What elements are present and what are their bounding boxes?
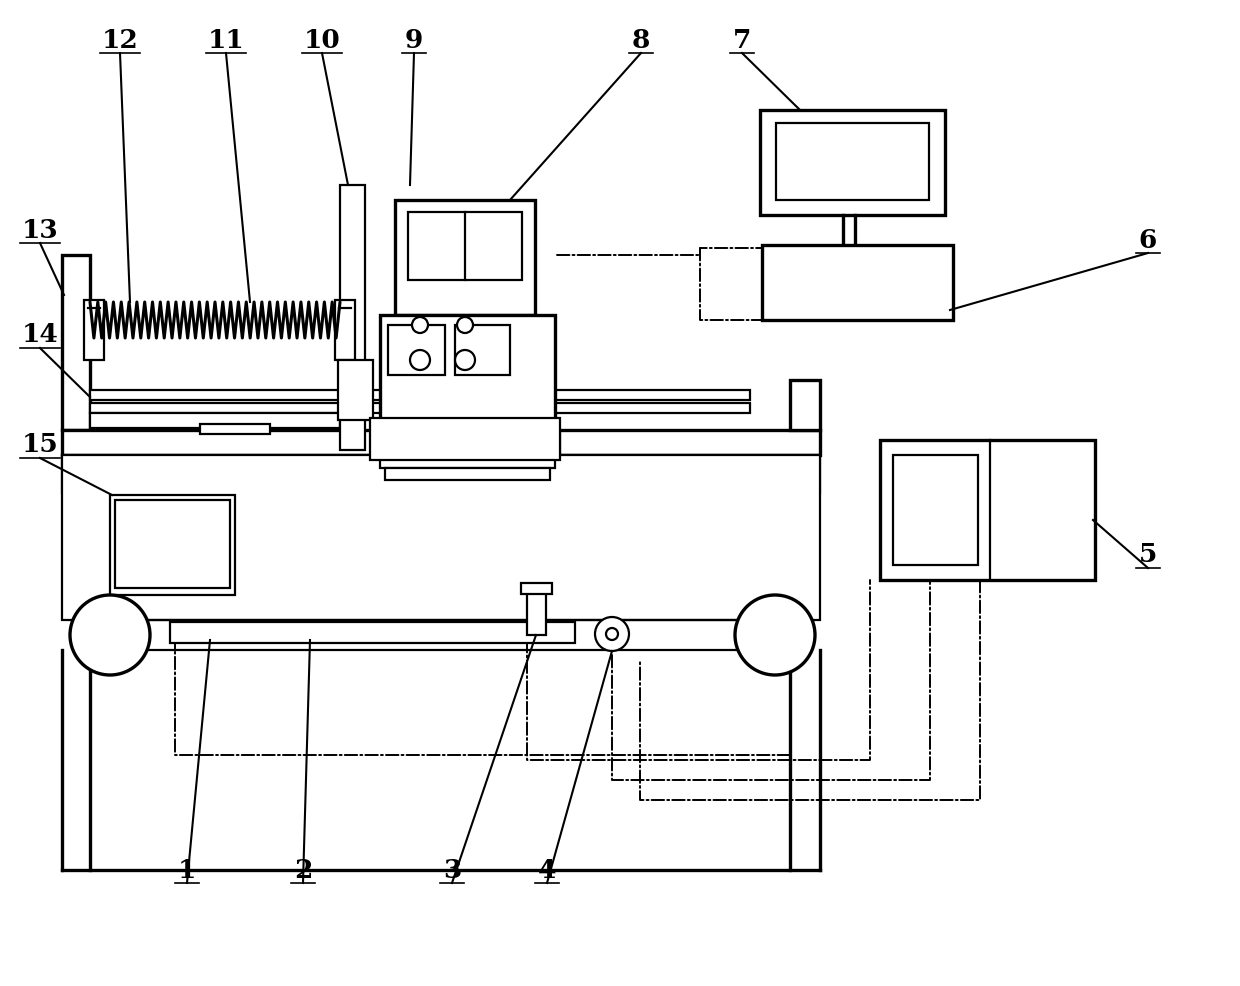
- Bar: [379, 455, 556, 468]
- Bar: [110, 495, 236, 595]
- Bar: [408, 212, 522, 280]
- Bar: [396, 200, 534, 315]
- Bar: [339, 360, 373, 420]
- Bar: [527, 592, 546, 635]
- Text: 11: 11: [207, 28, 244, 52]
- Bar: [340, 185, 365, 450]
- Text: 10: 10: [304, 28, 340, 52]
- Circle shape: [735, 595, 815, 675]
- Circle shape: [410, 350, 430, 370]
- Bar: [790, 380, 820, 430]
- Text: 12: 12: [102, 28, 139, 52]
- Circle shape: [458, 317, 472, 333]
- Circle shape: [606, 628, 618, 640]
- Bar: [62, 475, 820, 493]
- Text: 5: 5: [1138, 542, 1157, 568]
- Text: 9: 9: [405, 28, 423, 52]
- Bar: [62, 255, 91, 430]
- Bar: [170, 622, 575, 643]
- Bar: [335, 300, 355, 360]
- Bar: [880, 440, 1095, 580]
- Bar: [91, 390, 750, 400]
- Bar: [893, 455, 978, 565]
- Bar: [84, 300, 104, 360]
- Text: 7: 7: [733, 28, 751, 52]
- Bar: [62, 455, 820, 620]
- Bar: [91, 413, 340, 428]
- Circle shape: [595, 617, 629, 651]
- Text: 1: 1: [177, 858, 196, 882]
- Bar: [760, 110, 945, 215]
- Text: 2: 2: [294, 858, 312, 882]
- Text: 8: 8: [632, 28, 650, 52]
- Bar: [379, 315, 556, 435]
- Bar: [763, 245, 954, 320]
- Bar: [384, 468, 551, 480]
- Bar: [200, 424, 270, 434]
- Circle shape: [455, 350, 475, 370]
- Bar: [115, 500, 229, 588]
- Bar: [455, 325, 510, 375]
- Bar: [62, 430, 820, 455]
- Text: 14: 14: [21, 322, 58, 347]
- Circle shape: [69, 595, 150, 675]
- Text: 3: 3: [443, 858, 461, 882]
- Text: 4: 4: [538, 858, 557, 882]
- Bar: [91, 403, 750, 413]
- Bar: [62, 455, 820, 473]
- Text: 6: 6: [1138, 228, 1157, 252]
- Text: 15: 15: [21, 433, 58, 458]
- Bar: [521, 583, 552, 594]
- Text: 13: 13: [21, 218, 58, 243]
- Bar: [388, 325, 445, 375]
- Bar: [370, 418, 560, 460]
- Bar: [374, 432, 560, 455]
- Bar: [776, 123, 929, 200]
- Circle shape: [412, 317, 428, 333]
